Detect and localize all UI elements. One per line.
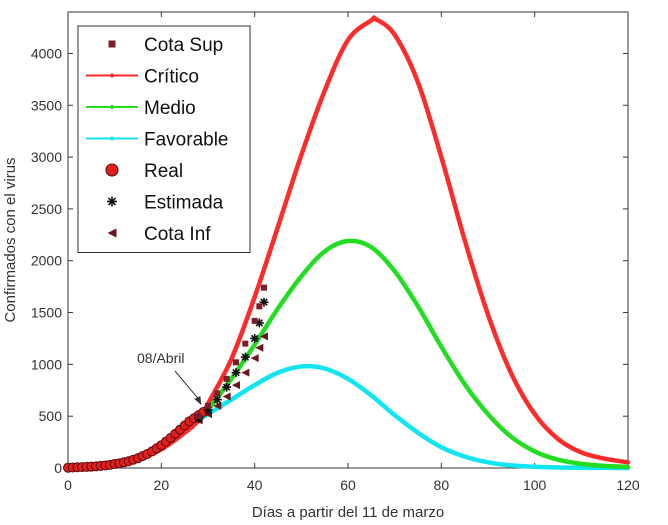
estimada-point [222, 382, 232, 392]
x-tick-label: 20 [154, 477, 170, 493]
x-tick-label: 120 [616, 477, 640, 493]
cota-inf-point [241, 368, 250, 377]
legend-label: Favorable [144, 130, 229, 151]
estimada-point [250, 333, 260, 343]
legend-symbol-crtico [86, 73, 138, 78]
x-axis-label: Días a partir del 11 de marzo [252, 504, 444, 521]
cota-sup-point [261, 284, 267, 291]
legend-label: Medio [144, 98, 196, 119]
cota-inf-point [232, 381, 240, 390]
legend-label: Cota Sup [144, 35, 223, 56]
y-tick-label: 3000 [31, 149, 62, 165]
legend-symbol-real [105, 163, 119, 177]
x-tick-label: 0 [64, 477, 72, 493]
cota-sup-point [233, 359, 239, 366]
annotation-layer: 08/Abril [137, 350, 202, 405]
cota-sup-point [256, 303, 263, 310]
estimada-point [231, 368, 241, 378]
legend-symbol-favorable [86, 136, 138, 141]
legend-label: Cota Inf [144, 224, 211, 245]
y-axis-label: Confirmados con el virus [2, 157, 19, 322]
legend-label: Crítico [144, 67, 199, 88]
cota-inf-point [222, 392, 231, 401]
y-tick-label: 1000 [31, 356, 62, 372]
x-tick-label: 80 [434, 477, 450, 493]
y-tick-label: 3500 [31, 97, 62, 113]
y-tick-label: 500 [39, 408, 63, 424]
cota-sup-point [205, 402, 211, 409]
cota-sup-point [223, 375, 230, 382]
series-line-medio [196, 238, 631, 470]
estimada-point [240, 352, 250, 362]
y-tick-label: 0 [54, 460, 62, 476]
cota-sup-point [214, 390, 221, 397]
cota-sup-point [251, 317, 258, 324]
legend-symbol-cotasup [108, 40, 116, 48]
legend-label: Real [144, 161, 183, 182]
cota-inf-point [213, 401, 222, 410]
cota-inf-point [260, 332, 268, 341]
cota-inf-point [250, 354, 259, 363]
estimada-point [212, 395, 222, 405]
cota-inf-point [255, 343, 264, 352]
annotation-label: 08/Abril [137, 350, 184, 366]
cota-sup-point [242, 340, 249, 347]
x-tick-label: 60 [340, 477, 356, 493]
annotation-arrowhead [194, 395, 202, 405]
y-tick-label: 1500 [31, 305, 62, 321]
x-tick-label: 40 [247, 477, 263, 493]
series-line-favorable [196, 363, 631, 471]
markers-layer [63, 284, 269, 473]
legend-symbol-medio [86, 105, 138, 109]
y-tick-label: 2000 [31, 253, 62, 269]
legend-symbol-estimada [107, 196, 117, 207]
legend-symbol-cotainf [107, 228, 117, 238]
annotation-arrow [174, 370, 200, 401]
y-tick-label: 2500 [31, 201, 62, 217]
legend: Cota Sup Crítico Medio Favorable Real Estimad… [77, 25, 251, 253]
x-tick-label: 100 [523, 477, 547, 493]
cota-sup-point [195, 413, 202, 420]
legend-label: Estimada [144, 193, 224, 214]
y-tick-label: 4000 [31, 45, 62, 61]
